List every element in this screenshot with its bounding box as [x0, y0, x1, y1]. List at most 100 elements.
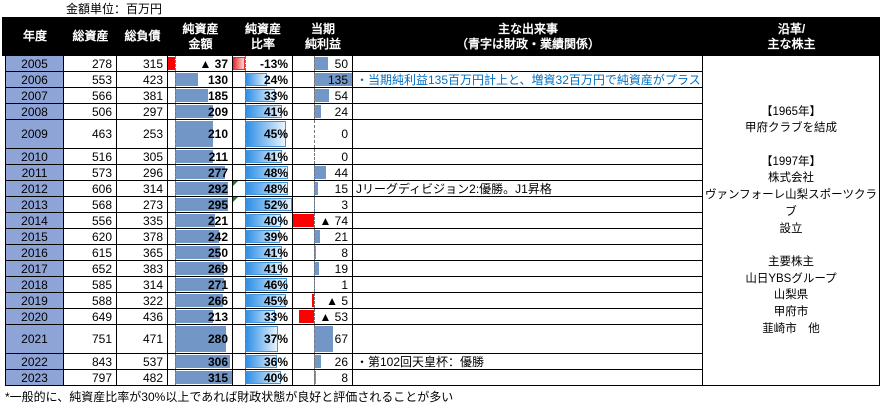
- net-assets-ratio-cell: 45%: [233, 293, 293, 309]
- net-assets-cell: 250: [168, 245, 233, 261]
- net-income-cell: ▲ 53: [293, 309, 353, 325]
- event-note-cell: [353, 104, 703, 120]
- databar-axis: [174, 104, 176, 119]
- net-income-cell-value: 3: [341, 197, 348, 212]
- total-liabilities-cell: 365: [117, 245, 168, 261]
- net-assets-cell: 210: [168, 120, 233, 149]
- total-assets-cell: 843: [64, 354, 117, 370]
- net-income-cell-value: 0: [341, 149, 348, 164]
- row-spacer: [2, 277, 6, 293]
- net-assets-ratio-cell: 40%: [233, 213, 293, 229]
- total-assets-cell: 585: [64, 277, 117, 293]
- databar-axis: [244, 72, 246, 87]
- profit-databar: [313, 105, 321, 118]
- year-cell: 2021: [6, 325, 64, 354]
- net-assets-cell-value: 185: [207, 88, 228, 103]
- databar-axis: [174, 149, 176, 164]
- total-assets-cell: 649: [64, 309, 117, 325]
- databar-axis: [174, 277, 176, 292]
- year-cell: 2018: [6, 277, 64, 293]
- year-cell: 2017: [6, 261, 64, 277]
- profit-databar: [312, 294, 314, 307]
- net-databar: [174, 326, 226, 352]
- total-assets-cell: 588: [64, 293, 117, 309]
- net-assets-ratio-cell: 52%: [233, 197, 293, 213]
- net-income-cell-value: 0: [341, 127, 348, 141]
- net-assets-cell-value: 266: [207, 293, 228, 308]
- databar-axis: [174, 370, 176, 385]
- net-assets-ratio-cell: 33%: [233, 309, 293, 325]
- net-databar: [174, 89, 209, 102]
- total-liabilities-cell: 296: [117, 165, 168, 181]
- year-cell: 2008: [6, 104, 64, 120]
- databar-axis: [313, 120, 315, 148]
- net-assets-cell-value: 130: [207, 72, 228, 87]
- net-databar: [174, 150, 214, 163]
- net-assets-cell-value: 213: [207, 309, 228, 324]
- databar-axis: [244, 149, 246, 164]
- net-assets-ratio-cell: 36%: [233, 354, 293, 370]
- net-assets-cell: 266: [168, 293, 233, 309]
- net-income-cell: 3: [293, 197, 353, 213]
- col-header-net-income: 当期 純利益: [293, 18, 353, 56]
- databar-axis: [244, 165, 246, 180]
- ratio-databar: [244, 121, 286, 147]
- net-income-cell: ▲ 74: [293, 213, 353, 229]
- net-income-cell: 50: [293, 56, 353, 72]
- databar-axis: [174, 165, 176, 180]
- net-assets-cell: 269: [168, 261, 233, 277]
- year-cell: 2006: [6, 72, 64, 88]
- total-assets-cell: 615: [64, 245, 117, 261]
- total-assets-cell: 566: [64, 88, 117, 104]
- profit-databar: [313, 326, 333, 352]
- row-spacer: [2, 325, 6, 354]
- net-databar: [174, 214, 215, 227]
- databar-axis: [174, 325, 176, 353]
- databar-axis: [174, 88, 176, 103]
- year-cell: 2016: [6, 245, 64, 261]
- net-assets-cell-value: 315: [207, 370, 228, 385]
- profit-databar: [298, 310, 314, 323]
- net-assets-ratio-cell-value: 48%: [263, 165, 288, 180]
- total-liabilities-cell: 297: [117, 104, 168, 120]
- unit-label: 金額単位：百万円: [66, 2, 163, 16]
- event-note-cell: [353, 197, 703, 213]
- row-spacer: [2, 104, 6, 120]
- financial-table: 年度 総資産 総負債 純資産 金額 純資産 比率 当期 純利益 主な出来事 （青…: [2, 17, 880, 386]
- net-income-cell-value: 54: [334, 88, 348, 103]
- databar-axis: [244, 181, 246, 196]
- header-spacer: [2, 18, 6, 56]
- row-spacer: [2, 149, 6, 165]
- total-liabilities-cell: 315: [117, 56, 168, 72]
- net-income-cell-value: 21: [334, 229, 348, 244]
- row-spacer: [2, 293, 6, 309]
- databar-axis: [313, 325, 315, 353]
- net-income-cell: ▲ 5: [293, 293, 353, 309]
- net-assets-cell-value: 306: [207, 354, 228, 369]
- profit-databar: [313, 246, 317, 259]
- databar-axis: [244, 197, 246, 212]
- year-cell: 2005: [6, 56, 64, 72]
- net-income-cell-value: 44: [334, 165, 348, 180]
- net-assets-cell-value: ▲ 37: [199, 56, 228, 71]
- net-assets-cell-value: 295: [207, 197, 228, 212]
- total-liabilities-cell: 314: [117, 181, 168, 197]
- net-income-cell: 135: [293, 72, 353, 88]
- net-databar: [174, 294, 224, 307]
- row-spacer: [2, 261, 6, 277]
- net-assets-cell: 315: [168, 370, 233, 386]
- total-liabilities-cell: 335: [117, 213, 168, 229]
- total-assets-cell: 751: [64, 325, 117, 354]
- net-assets-ratio-cell: 45%: [233, 120, 293, 149]
- net-assets-ratio-cell: 46%: [233, 277, 293, 293]
- comment-marker-icon: [233, 197, 238, 202]
- net-income-cell-value: 26: [334, 354, 348, 369]
- net-income-cell: 26: [293, 354, 353, 370]
- net-assets-cell-value: 209: [207, 104, 228, 119]
- net-assets-ratio-cell-value: 48%: [263, 181, 288, 196]
- net-assets-cell: 292: [168, 181, 233, 197]
- net-income-cell: 54: [293, 88, 353, 104]
- col-header-total-assets: 総資産: [64, 18, 117, 56]
- net-income-cell: 15: [293, 181, 353, 197]
- net-assets-ratio-cell: 41%: [233, 149, 293, 165]
